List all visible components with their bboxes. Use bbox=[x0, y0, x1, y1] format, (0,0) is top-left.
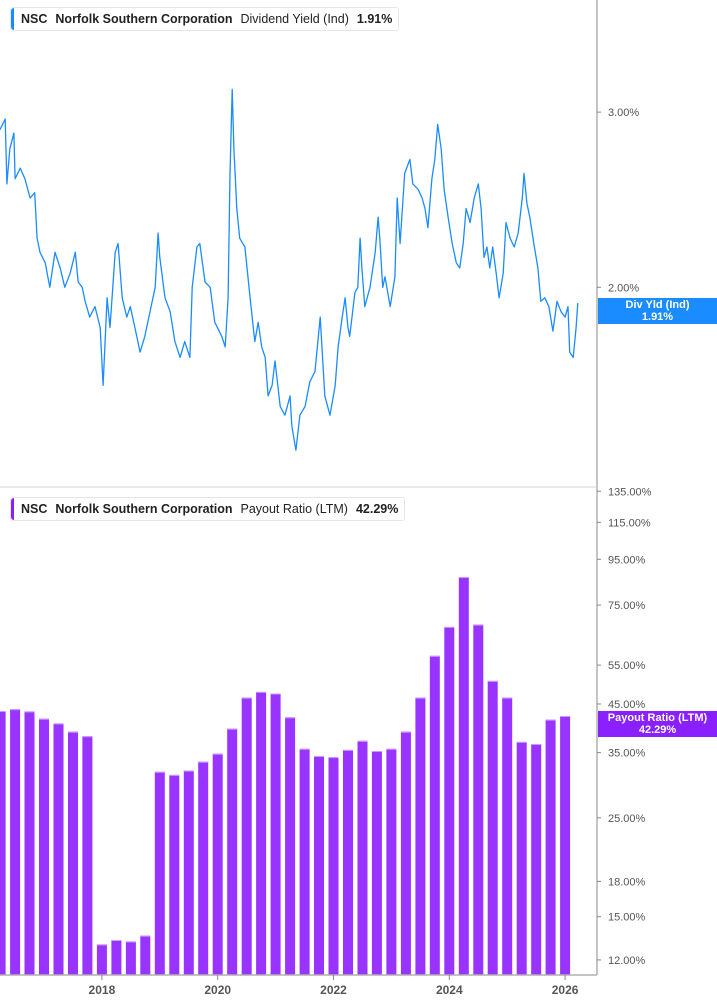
payout-bar bbox=[502, 697, 513, 975]
legend-company: Norfolk Southern Corporation bbox=[55, 12, 233, 26]
payout-bar bbox=[400, 731, 411, 975]
payout-bar bbox=[314, 756, 324, 975]
y-tick-label: 15.00% bbox=[608, 912, 646, 924]
legend-company: Norfolk Southern Corporation bbox=[55, 502, 233, 516]
payout-bar bbox=[169, 774, 180, 975]
payout-bar bbox=[429, 655, 440, 975]
legend-ticker: NSC bbox=[21, 12, 48, 26]
payout-bar bbox=[357, 740, 368, 975]
x-tick-label: 2024 bbox=[436, 983, 463, 997]
payout-bar bbox=[473, 624, 484, 975]
payout-bar bbox=[516, 741, 527, 975]
x-tick-label: 2018 bbox=[89, 983, 116, 997]
payout-bar bbox=[53, 723, 64, 975]
legend-value: 1.91% bbox=[356, 12, 393, 26]
legend-value: 42.29% bbox=[355, 502, 399, 516]
payout-bar bbox=[68, 731, 78, 975]
dividend-yield-plot bbox=[0, 88, 579, 451]
y-tick-label: 3.00% bbox=[608, 107, 639, 119]
x-tick-label: 2026 bbox=[552, 983, 579, 997]
y-tick-label: 55.00% bbox=[608, 660, 646, 672]
dividend-yield-current-tag: Div Yld (Ind) 1.91% bbox=[598, 298, 717, 324]
payout-bar bbox=[82, 736, 93, 975]
x-tick-label: 2020 bbox=[204, 983, 231, 997]
payout-bar bbox=[487, 680, 498, 975]
payout-bar bbox=[458, 577, 469, 975]
payout-bar bbox=[560, 716, 571, 975]
payout-bar bbox=[198, 761, 209, 975]
y-tick-label: 115.00% bbox=[608, 517, 651, 529]
payout-bar bbox=[227, 728, 238, 975]
tag-label: Div Yld (Ind) bbox=[625, 299, 690, 311]
payout-bar bbox=[154, 771, 165, 975]
legend-metric: Payout Ratio (LTM) bbox=[240, 502, 348, 516]
y-tick-label: 35.00% bbox=[608, 748, 646, 760]
y-tick-label: 2.00% bbox=[608, 282, 639, 294]
payout-bar bbox=[444, 626, 455, 975]
series-color-swatch bbox=[11, 498, 14, 520]
payout-bar bbox=[96, 944, 107, 975]
dividend-yield-legend[interactable]: NSC Norfolk Southern Corporation Dividen… bbox=[10, 7, 400, 31]
legend-ticker: NSC bbox=[21, 502, 48, 516]
dividend-yield-line bbox=[0, 88, 579, 451]
y-tick-label: 75.00% bbox=[608, 600, 646, 612]
payout-bar bbox=[125, 941, 136, 975]
series-color-swatch bbox=[11, 8, 14, 30]
y-tick-label: 12.00% bbox=[608, 955, 646, 967]
payout-ratio-current-tag: Payout Ratio (LTM) 42.29% bbox=[598, 711, 717, 737]
payout-bar bbox=[140, 935, 151, 975]
payout-bar bbox=[531, 744, 542, 975]
y-tick-label: 95.00% bbox=[608, 554, 646, 566]
legend-metric: Dividend Yield (Ind) bbox=[240, 12, 349, 26]
payout-bar bbox=[111, 940, 122, 975]
payout-bar bbox=[256, 691, 267, 975]
payout-bar bbox=[241, 697, 252, 975]
payout-ratio-plot bbox=[0, 576, 571, 975]
payout-bar bbox=[0, 711, 6, 975]
payout-bar bbox=[299, 748, 310, 975]
payout-bar bbox=[386, 748, 397, 975]
y-tick-label: 18.00% bbox=[608, 876, 646, 888]
payout-bar bbox=[183, 770, 194, 975]
y-tick-label: 25.00% bbox=[608, 813, 646, 825]
x-tick-label: 2022 bbox=[320, 983, 347, 997]
tag-value: 42.29% bbox=[638, 724, 677, 736]
y-tick-label: 45.00% bbox=[608, 699, 646, 711]
payout-bar bbox=[545, 719, 556, 975]
payout-bar bbox=[270, 693, 281, 975]
payout-bar bbox=[328, 757, 339, 975]
payout-bar bbox=[343, 749, 353, 975]
payout-bar bbox=[285, 717, 296, 975]
payout-bar bbox=[39, 718, 49, 975]
payout-bar bbox=[10, 709, 21, 975]
payout-bar bbox=[212, 753, 223, 975]
payout-ratio-legend[interactable]: NSC Norfolk Southern Corporation Payout … bbox=[10, 497, 406, 521]
tag-label: Payout Ratio (LTM) bbox=[607, 712, 708, 724]
y-tick-label: 135.00% bbox=[608, 486, 652, 498]
tag-value: 1.91% bbox=[641, 311, 674, 323]
axes: 3.00% 2.00% 135.00% 115.00% 95.00% 75.00% 55.0… bbox=[0, 0, 652, 997]
payout-bar bbox=[371, 751, 382, 975]
payout-bar bbox=[24, 711, 35, 975]
payout-bar bbox=[415, 697, 426, 975]
